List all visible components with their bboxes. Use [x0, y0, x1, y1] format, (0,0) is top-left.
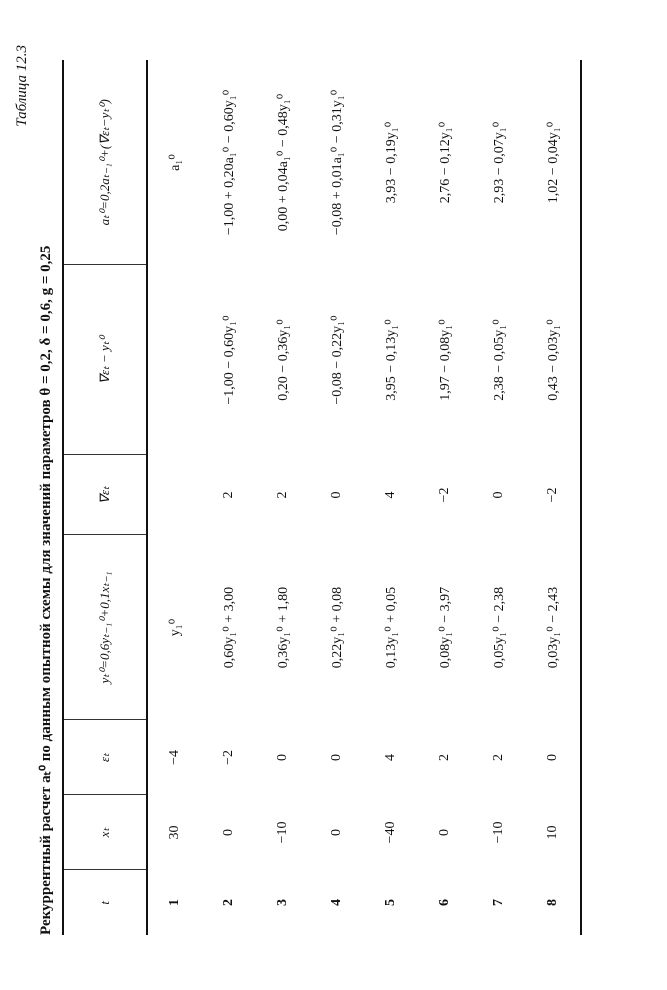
- table-cell: 10: [526, 795, 581, 870]
- table-row: 1 30 −4 y₁⁰ a₁⁰: [147, 60, 202, 935]
- table-cell: 0,20 − 0,36y₁⁰: [275, 319, 291, 401]
- table-cell: 0,00 + 0,04a₁⁰ − 0,48y₁⁰: [275, 93, 291, 232]
- table-cell: 2: [437, 754, 452, 761]
- table-cell: y₁⁰: [167, 618, 183, 637]
- table-row: 3 −10 0 0,36y₁⁰ + 1,80 2 0,20 − 0,36y₁⁰ 0,00 +…: [256, 60, 310, 935]
- table-cell: 0,22y₁⁰ + 0,08: [329, 586, 345, 669]
- table: t xₜ εₜ yₜ⁰=0,6yₜ₋₁⁰+0,1xₜ₋₁ ∇εₜ ∇εₜ − yₜ⁰ aₜ⁰…: [62, 60, 582, 935]
- table-cell: 2,93 − 0,07y₁⁰: [491, 121, 507, 204]
- column-header: εₜ: [63, 720, 147, 795]
- table-cell: 1,97 − 0,08y₁⁰: [437, 319, 453, 401]
- table-cell: 5: [383, 899, 398, 906]
- table-cell: 0,05y₁⁰ − 2,38: [491, 586, 507, 669]
- table-cell: 2: [491, 754, 506, 761]
- column-header: t: [63, 870, 147, 935]
- table-cell: [147, 455, 202, 535]
- table-row: 4 0 0 0,22y₁⁰ + 0,08 0 −0,08 − 0,22y₁⁰ −0,08 +…: [310, 60, 364, 935]
- table-cell: 2: [221, 899, 236, 906]
- table-cell: 0: [275, 754, 290, 761]
- table-cell: −0,08 − 0,22y₁⁰: [329, 315, 345, 405]
- table-cell: −1,00 − 0,60y₁⁰: [221, 315, 237, 405]
- table-cell: −10: [275, 821, 290, 844]
- table-cell: −1,00 + 0,20a₁⁰ − 0,60y₁⁰: [221, 89, 237, 236]
- table-cell: −40: [383, 821, 398, 844]
- table-body: 1 30 −4 y₁⁰ a₁⁰ 2 0 −2 0,60y₁⁰ + 3,00 2 −1,00 − 0,…: [147, 60, 581, 935]
- table-cell: a₁⁰: [167, 154, 183, 171]
- table-cell: 4: [383, 491, 398, 499]
- table-cell: 0,08y₁⁰ − 3,97: [437, 586, 453, 669]
- table-cell: 2: [221, 491, 236, 499]
- table-row: 6 0 2 0,08y₁⁰ − 3,97 −2 1,97 − 0,08y₁⁰ 2,76 − …: [418, 60, 472, 935]
- table-row: 7 −10 2 0,05y₁⁰ − 2,38 0 2,38 − 0,05y₁⁰ 2,93 −…: [472, 60, 526, 935]
- table-cell: 4: [383, 754, 398, 761]
- table-cell: −2: [526, 455, 581, 535]
- column-header: yₜ⁰=0,6yₜ₋₁⁰+0,1xₜ₋₁: [63, 535, 147, 720]
- table-cell: 0: [329, 754, 344, 761]
- table-cell: −2: [437, 487, 452, 503]
- table-caption: Таблица 12.3: [14, 45, 30, 127]
- table-cell: −2: [221, 750, 236, 765]
- table-cell: 0,36y₁⁰ + 1,80: [275, 586, 291, 669]
- table-cell: 0: [221, 829, 236, 836]
- table-cell: 0: [329, 491, 344, 499]
- header-row: t xₜ εₜ yₜ⁰=0,6yₜ₋₁⁰+0,1xₜ₋₁ ∇εₜ ∇εₜ − yₜ⁰ aₜ⁰…: [63, 60, 147, 935]
- table-cell: 1,02 − 0,04y₁⁰: [526, 60, 581, 265]
- table-row: 5 −40 4 0,13y₁⁰ + 0,05 4 3,95 − 0,13y₁⁰ 3,93 −…: [364, 60, 418, 935]
- table-cell: 2: [275, 491, 290, 499]
- column-header: aₜ⁰=0,2aₜ₋₁⁰+(∇εₜ−yₜ⁰): [63, 60, 147, 265]
- table-cell: 3,93 − 0,19y₁⁰: [383, 121, 399, 204]
- table-cell: 7: [491, 899, 506, 906]
- table-cell: 2,76 − 0,12y₁⁰: [437, 121, 453, 204]
- table-cell: 3,95 − 0,13y₁⁰: [383, 319, 399, 401]
- table-cell: 0: [526, 720, 581, 795]
- table-cell: 30: [167, 825, 182, 840]
- column-header: xₜ: [63, 795, 147, 870]
- table-cell: 0: [437, 829, 452, 836]
- table-cell: 1: [167, 899, 182, 906]
- table-cell: 6: [437, 899, 452, 906]
- table-row: 2 0 −2 0,60y₁⁰ + 3,00 2 −1,00 − 0,60y₁⁰ −1,00 …: [202, 60, 256, 935]
- table-cell: 0,43 − 0,03y₁⁰: [526, 265, 581, 455]
- table-row: 8 10 0 0,03y₁⁰ − 2,43 −2 0,43 − 0,03y₁⁰ 1,02 −…: [526, 60, 581, 935]
- table-cell: [147, 265, 202, 455]
- table-cell: 0: [491, 491, 506, 499]
- table-cell: 3: [275, 899, 290, 906]
- table-cell: −0,08 + 0,01a₁⁰ − 0,31y₁⁰: [329, 89, 345, 236]
- table-cell: 2,38 − 0,05y₁⁰: [491, 319, 507, 401]
- table-cell: 8: [526, 870, 581, 935]
- table-cell: 0,13y₁⁰ + 0,05: [383, 586, 399, 669]
- table-cell: −10: [491, 821, 506, 844]
- table-cell: 4: [329, 899, 344, 906]
- table-cell: 0: [329, 829, 344, 836]
- column-header: ∇εₜ − yₜ⁰: [63, 265, 147, 455]
- table-cell: −4: [167, 750, 182, 765]
- table-title: Рекуррентный расчет aₜ⁰ по данным опытно…: [38, 245, 54, 935]
- table-cell: 0,60y₁⁰ + 3,00: [221, 586, 237, 669]
- column-header: ∇εₜ: [63, 455, 147, 535]
- table-cell: 0,03y₁⁰ − 2,43: [526, 535, 581, 720]
